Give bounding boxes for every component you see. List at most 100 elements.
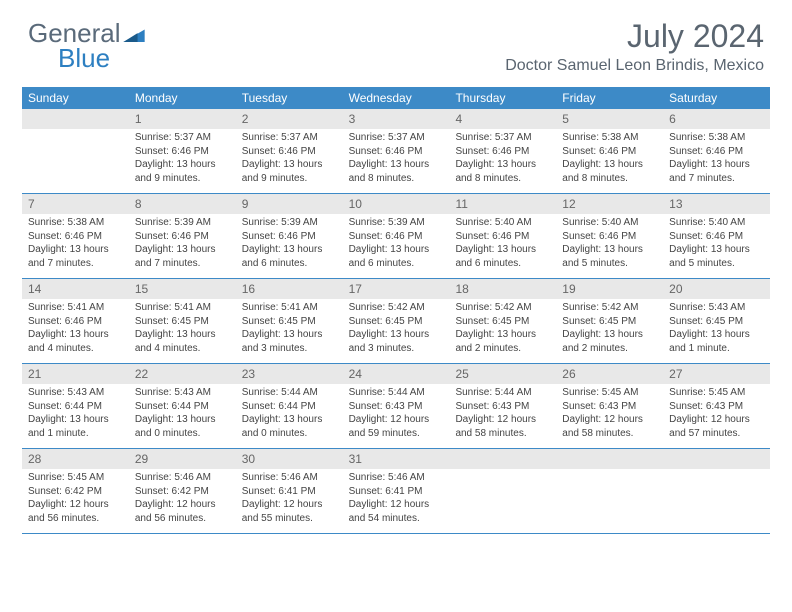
day-info-line: Daylight: 13 hours: [349, 328, 444, 342]
week-row: 1Sunrise: 5:37 AMSunset: 6:46 PMDaylight…: [22, 109, 770, 194]
day-number: 13: [663, 194, 770, 214]
day-body: Sunrise: 5:39 AMSunset: 6:46 PMDaylight:…: [343, 214, 450, 274]
day-info-line: Sunrise: 5:44 AM: [455, 386, 550, 400]
day-cell: 29Sunrise: 5:46 AMSunset: 6:42 PMDayligh…: [129, 449, 236, 533]
day-info-line: and 58 minutes.: [455, 427, 550, 441]
day-body: Sunrise: 5:40 AMSunset: 6:46 PMDaylight:…: [556, 214, 663, 274]
day-info-line: Sunrise: 5:42 AM: [349, 301, 444, 315]
day-info-line: Daylight: 12 hours: [562, 413, 657, 427]
day-cell: 11Sunrise: 5:40 AMSunset: 6:46 PMDayligh…: [449, 194, 556, 278]
day-cell: 20Sunrise: 5:43 AMSunset: 6:45 PMDayligh…: [663, 279, 770, 363]
day-info-line: Sunrise: 5:38 AM: [669, 131, 764, 145]
day-cell: 4Sunrise: 5:37 AMSunset: 6:46 PMDaylight…: [449, 109, 556, 193]
day-info-line: Sunset: 6:45 PM: [562, 315, 657, 329]
day-info-line: and 4 minutes.: [135, 342, 230, 356]
day-info-line: Sunrise: 5:39 AM: [135, 216, 230, 230]
day-number: 17: [343, 279, 450, 299]
day-info-line: Daylight: 13 hours: [455, 158, 550, 172]
day-header-sunday: Sunday: [22, 87, 129, 109]
day-header-saturday: Saturday: [663, 87, 770, 109]
day-info-line: Sunrise: 5:40 AM: [455, 216, 550, 230]
day-info-line: Daylight: 13 hours: [455, 328, 550, 342]
day-info-line: Sunrise: 5:46 AM: [135, 471, 230, 485]
day-body: Sunrise: 5:37 AMSunset: 6:46 PMDaylight:…: [129, 129, 236, 189]
day-info-line: Sunrise: 5:41 AM: [135, 301, 230, 315]
day-cell: 13Sunrise: 5:40 AMSunset: 6:46 PMDayligh…: [663, 194, 770, 278]
week-row: 7Sunrise: 5:38 AMSunset: 6:46 PMDaylight…: [22, 194, 770, 279]
day-info-line: and 5 minutes.: [562, 257, 657, 271]
day-info-line: Sunrise: 5:39 AM: [349, 216, 444, 230]
day-info-line: Sunset: 6:41 PM: [242, 485, 337, 499]
day-body: Sunrise: 5:46 AMSunset: 6:41 PMDaylight:…: [343, 469, 450, 529]
day-info-line: Daylight: 13 hours: [669, 158, 764, 172]
day-header-friday: Friday: [556, 87, 663, 109]
day-info-line: Sunrise: 5:46 AM: [242, 471, 337, 485]
day-body: Sunrise: 5:46 AMSunset: 6:42 PMDaylight:…: [129, 469, 236, 529]
day-number: 22: [129, 364, 236, 384]
day-cell: 19Sunrise: 5:42 AMSunset: 6:45 PMDayligh…: [556, 279, 663, 363]
day-number: 4: [449, 109, 556, 129]
day-body: Sunrise: 5:43 AMSunset: 6:44 PMDaylight:…: [22, 384, 129, 444]
day-info-line: Sunset: 6:46 PM: [135, 230, 230, 244]
day-info-line: Sunset: 6:45 PM: [135, 315, 230, 329]
day-info-line: Daylight: 12 hours: [455, 413, 550, 427]
week-row: 14Sunrise: 5:41 AMSunset: 6:46 PMDayligh…: [22, 279, 770, 364]
day-info-line: Sunset: 6:44 PM: [28, 400, 123, 414]
day-info-line: Sunset: 6:45 PM: [669, 315, 764, 329]
day-info-line: Sunrise: 5:46 AM: [349, 471, 444, 485]
day-body: Sunrise: 5:44 AMSunset: 6:44 PMDaylight:…: [236, 384, 343, 444]
day-cell: 9Sunrise: 5:39 AMSunset: 6:46 PMDaylight…: [236, 194, 343, 278]
day-number: 7: [22, 194, 129, 214]
day-body: [663, 469, 770, 475]
day-info-line: and 55 minutes.: [242, 512, 337, 526]
day-info-line: Sunset: 6:46 PM: [562, 145, 657, 159]
day-cell: 26Sunrise: 5:45 AMSunset: 6:43 PMDayligh…: [556, 364, 663, 448]
day-cell: [556, 449, 663, 533]
day-info-line: Sunrise: 5:41 AM: [242, 301, 337, 315]
day-info-line: Sunrise: 5:43 AM: [669, 301, 764, 315]
day-header-row: SundayMondayTuesdayWednesdayThursdayFrid…: [22, 87, 770, 109]
day-body: Sunrise: 5:40 AMSunset: 6:46 PMDaylight:…: [663, 214, 770, 274]
day-number: 1: [129, 109, 236, 129]
day-number: [556, 449, 663, 469]
header: GeneralBlue July 2024 Doctor Samuel Leon…: [0, 0, 792, 81]
day-body: Sunrise: 5:45 AMSunset: 6:43 PMDaylight:…: [663, 384, 770, 444]
day-cell: 28Sunrise: 5:45 AMSunset: 6:42 PMDayligh…: [22, 449, 129, 533]
day-info-line: and 8 minutes.: [562, 172, 657, 186]
day-body: Sunrise: 5:45 AMSunset: 6:42 PMDaylight:…: [22, 469, 129, 529]
day-cell: 22Sunrise: 5:43 AMSunset: 6:44 PMDayligh…: [129, 364, 236, 448]
day-cell: 6Sunrise: 5:38 AMSunset: 6:46 PMDaylight…: [663, 109, 770, 193]
day-info-line: Sunset: 6:46 PM: [28, 315, 123, 329]
day-info-line: and 0 minutes.: [135, 427, 230, 441]
day-info-line: and 4 minutes.: [28, 342, 123, 356]
day-info-line: Sunset: 6:46 PM: [669, 230, 764, 244]
day-body: Sunrise: 5:38 AMSunset: 6:46 PMDaylight:…: [22, 214, 129, 274]
day-cell: 14Sunrise: 5:41 AMSunset: 6:46 PMDayligh…: [22, 279, 129, 363]
day-cell: 8Sunrise: 5:39 AMSunset: 6:46 PMDaylight…: [129, 194, 236, 278]
day-body: Sunrise: 5:45 AMSunset: 6:43 PMDaylight:…: [556, 384, 663, 444]
day-cell: 18Sunrise: 5:42 AMSunset: 6:45 PMDayligh…: [449, 279, 556, 363]
day-info-line: Sunset: 6:46 PM: [562, 230, 657, 244]
day-info-line: and 7 minutes.: [135, 257, 230, 271]
day-cell: 31Sunrise: 5:46 AMSunset: 6:41 PMDayligh…: [343, 449, 450, 533]
day-number: [449, 449, 556, 469]
day-info-line: Daylight: 13 hours: [135, 158, 230, 172]
day-info-line: Sunrise: 5:37 AM: [455, 131, 550, 145]
day-number: 9: [236, 194, 343, 214]
day-info-line: and 2 minutes.: [455, 342, 550, 356]
day-info-line: Sunset: 6:44 PM: [135, 400, 230, 414]
day-info-line: Sunrise: 5:37 AM: [349, 131, 444, 145]
day-info-line: and 8 minutes.: [349, 172, 444, 186]
day-body: Sunrise: 5:42 AMSunset: 6:45 PMDaylight:…: [449, 299, 556, 359]
day-number: 27: [663, 364, 770, 384]
day-info-line: Sunset: 6:46 PM: [242, 230, 337, 244]
day-info-line: Daylight: 12 hours: [242, 498, 337, 512]
day-body: Sunrise: 5:44 AMSunset: 6:43 PMDaylight:…: [449, 384, 556, 444]
day-body: Sunrise: 5:37 AMSunset: 6:46 PMDaylight:…: [236, 129, 343, 189]
day-info-line: Sunset: 6:45 PM: [349, 315, 444, 329]
day-body: Sunrise: 5:40 AMSunset: 6:46 PMDaylight:…: [449, 214, 556, 274]
day-info-line: and 7 minutes.: [28, 257, 123, 271]
day-info-line: and 6 minutes.: [455, 257, 550, 271]
day-info-line: and 9 minutes.: [242, 172, 337, 186]
day-number: 20: [663, 279, 770, 299]
